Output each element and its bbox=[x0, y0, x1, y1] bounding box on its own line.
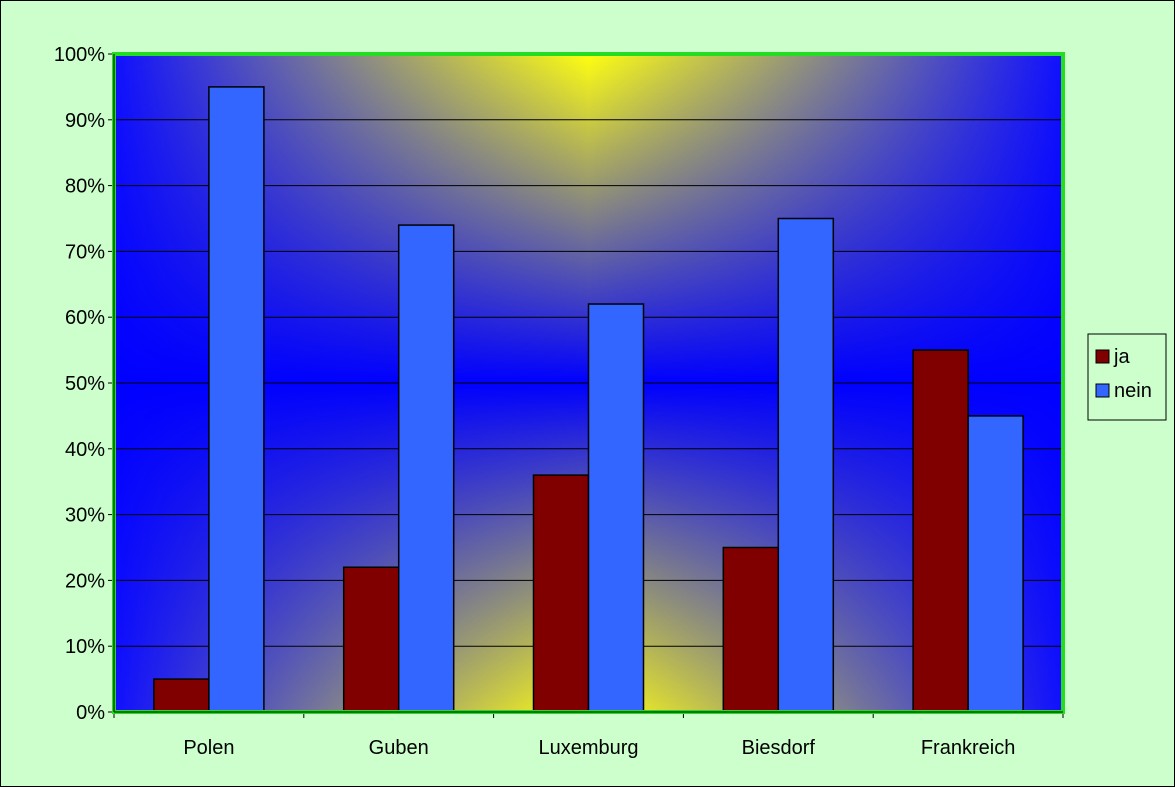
x-tick-label: Biesdorf bbox=[742, 737, 816, 759]
bars bbox=[153, 86, 1024, 713]
legend-swatch-nein bbox=[1095, 383, 1110, 398]
bar-ja-frankreich bbox=[912, 349, 969, 713]
legend-swatch-ja bbox=[1095, 349, 1110, 364]
bar-nein-frankreich bbox=[967, 415, 1024, 713]
bar-ja-guben bbox=[342, 566, 400, 713]
y-tick-label: 0% bbox=[76, 702, 105, 724]
legend-label-ja: ja bbox=[1113, 346, 1130, 368]
x-tick-label: Luxemburg bbox=[538, 737, 638, 759]
y-tick-label: 10% bbox=[65, 636, 105, 658]
y-tick-label: 70% bbox=[65, 241, 105, 263]
bar-nein-biesdorf bbox=[777, 217, 835, 713]
bar-ja-polen bbox=[153, 678, 210, 713]
bar-nein-guben bbox=[397, 224, 455, 713]
bar-nein-polen bbox=[208, 86, 265, 713]
axes: 0% 10% 20% 30% 40% 50% 60% 70% 80% 90% 100% Polen Gu… bbox=[54, 44, 1065, 759]
y-tick-label: 100% bbox=[54, 44, 105, 66]
y-tick-label: 20% bbox=[65, 570, 105, 592]
x-tick-label: Guben bbox=[369, 737, 429, 759]
y-tick-label: 30% bbox=[65, 505, 105, 527]
legend-box bbox=[1087, 333, 1167, 421]
y-tick-label: 50% bbox=[65, 373, 105, 395]
x-tick-label: Frankreich bbox=[921, 737, 1015, 759]
legend: ja nein bbox=[1087, 333, 1167, 421]
bar-ja-luxemburg bbox=[532, 474, 590, 713]
y-tick-label: 40% bbox=[65, 439, 105, 461]
bar-nein-luxemburg bbox=[587, 303, 645, 713]
y-tick-label: 90% bbox=[65, 110, 105, 132]
bar-ja-biesdorf bbox=[722, 546, 780, 713]
y-tick-label: 80% bbox=[65, 176, 105, 198]
y-tick-label: 60% bbox=[65, 307, 105, 329]
legend-label-nein: nein bbox=[1114, 380, 1152, 402]
x-tick-label: Polen bbox=[183, 737, 234, 759]
